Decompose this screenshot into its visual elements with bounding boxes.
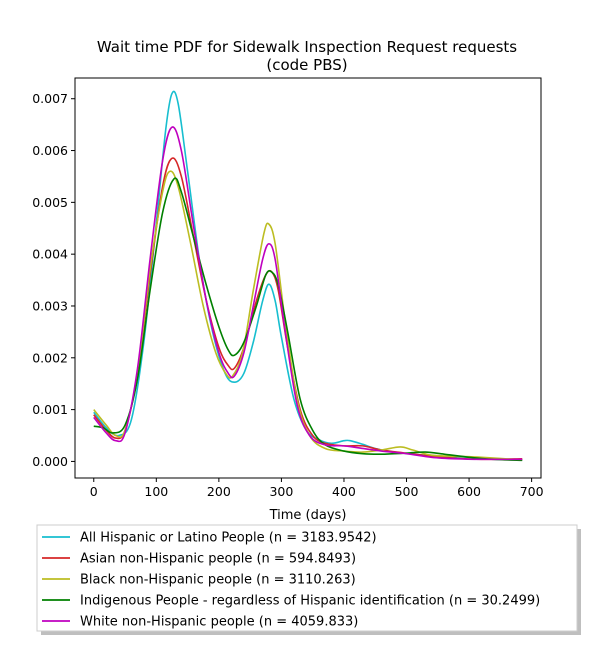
legend-label: White non-Hispanic people (n = 4059.833) [80,615,358,630]
y-tick-label: 0.000 [32,454,68,469]
chart-title-line1: Wait time PDF for Sidewalk Inspection Re… [97,38,517,56]
y-tick-label: 0.007 [32,91,68,106]
y-axis: 0.000 0.001 0.002 0.003 0.004 0.005 0.006 0.007 [32,91,75,469]
legend-label: Indigenous People - regardless of Hispan… [80,594,540,609]
x-tick-label: 500 [395,484,419,499]
y-tick-label: 0.005 [32,195,68,210]
chart-title-line2: (code PBS) [266,56,347,74]
y-tick-label: 0.002 [32,350,68,365]
x-tick-label: 300 [269,484,293,499]
y-tick-label: 0.004 [32,247,68,262]
series-line-2 [93,170,523,461]
legend-label: Black non-Hispanic people (n = 3110.263) [80,573,356,588]
plot-lines [93,90,523,462]
y-tick-label: 0.001 [32,402,68,417]
plot-frame [74,77,542,479]
y-tick-label: 0.003 [32,298,68,313]
x-tick-label: 400 [332,484,356,499]
x-tick-label: 0 [90,484,98,499]
legend-label: All Hispanic or Latino People (n = 3183.… [80,531,377,546]
legend-label: Asian non-Hispanic people (n = 594.8493) [80,552,356,567]
x-tick-label: 100 [144,484,168,499]
x-tick-label: 200 [207,484,231,499]
legend: All Hispanic or Latino People (n = 3183.… [36,524,581,635]
legend-box [36,524,578,632]
y-tick-label: 0.006 [32,143,68,158]
x-tick-label: 600 [457,484,481,499]
x-axis: 0 100 200 300 400 500 600 700 [90,478,544,499]
x-axis-label: Time (days) [269,508,347,523]
x-tick-label: 700 [520,484,544,499]
series-line-4 [93,126,523,461]
